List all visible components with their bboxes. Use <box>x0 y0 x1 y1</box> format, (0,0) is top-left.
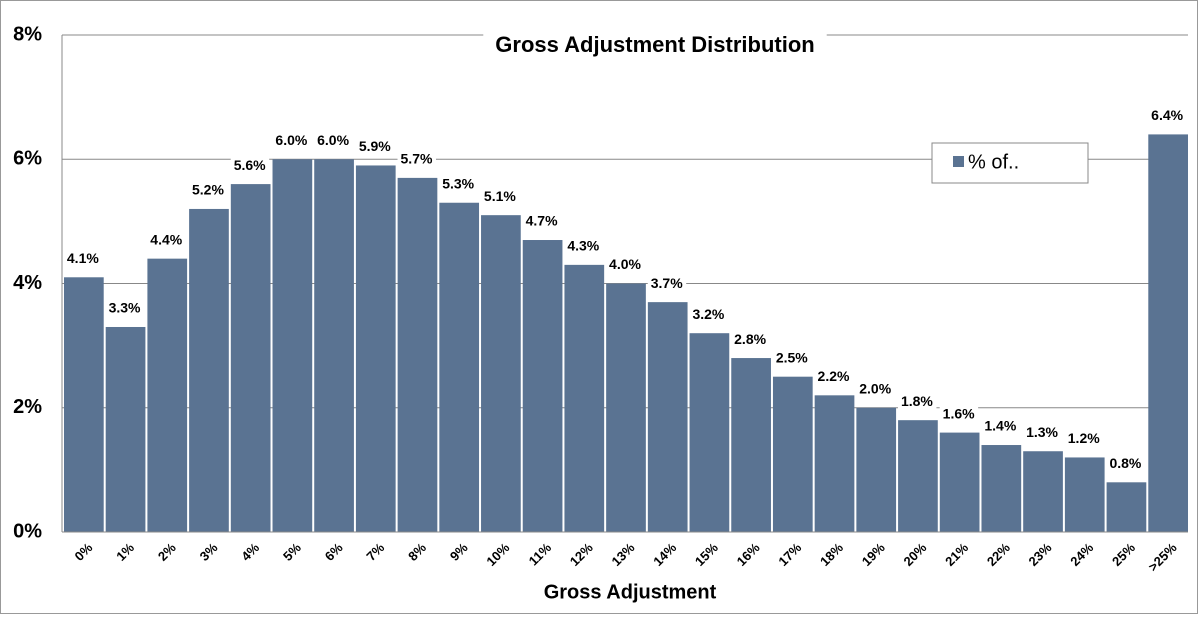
bar <box>314 159 354 532</box>
data-label: 1.3% <box>1026 424 1058 440</box>
bar <box>105 326 146 532</box>
data-label-bg <box>772 346 812 369</box>
bar <box>1023 451 1063 532</box>
y-tick-label: 4% <box>13 272 42 294</box>
data-label: 5.2% <box>192 182 224 198</box>
bar <box>522 240 563 532</box>
bar <box>272 159 313 532</box>
data-label: 2.5% <box>776 349 808 365</box>
data-label-bg <box>897 389 937 412</box>
data-label-bg <box>939 402 979 425</box>
data-label: 2.2% <box>818 368 850 384</box>
data-label-bg <box>731 327 770 350</box>
data-label-bg <box>856 377 895 400</box>
data-label-bg <box>189 178 228 201</box>
data-label-bg <box>63 246 103 269</box>
data-label: 4.3% <box>567 238 599 254</box>
bar <box>731 358 771 532</box>
bar <box>564 264 605 532</box>
bar <box>397 177 438 532</box>
data-label-bg <box>272 128 311 151</box>
data-label: 4.4% <box>150 231 182 247</box>
data-label-bg <box>1023 420 1062 443</box>
bar <box>856 407 897 532</box>
bar <box>898 420 938 532</box>
data-label: 3.3% <box>109 300 141 316</box>
data-label: 6.0% <box>275 132 307 148</box>
data-label-bg <box>397 147 436 170</box>
y-tick-label: 6% <box>13 148 42 170</box>
data-label: 1.8% <box>901 393 933 409</box>
bar <box>772 376 813 532</box>
data-label: 2.8% <box>734 331 766 347</box>
bar <box>689 333 730 532</box>
data-label: 1.6% <box>943 405 975 421</box>
data-label-bg <box>689 302 728 325</box>
data-label-bg <box>480 184 520 207</box>
bar <box>64 277 104 532</box>
data-label-bg <box>1064 427 1104 450</box>
data-label: 1.2% <box>1068 430 1100 446</box>
data-label-bg <box>105 296 145 319</box>
bar <box>647 302 688 532</box>
data-label: 3.2% <box>692 306 724 322</box>
y-tick-label: 0% <box>13 520 42 542</box>
data-label-bg <box>314 128 353 151</box>
bar <box>939 432 980 532</box>
data-label: 4.7% <box>526 213 558 229</box>
data-label-bg <box>814 365 854 388</box>
data-label-bg <box>981 414 1020 437</box>
data-label-bg <box>1148 104 1187 127</box>
bar <box>481 215 521 532</box>
bar <box>1148 134 1188 532</box>
x-axis-label: Gross Adjustment <box>544 581 717 603</box>
data-label: 5.7% <box>401 151 433 167</box>
bar <box>1064 457 1105 532</box>
data-label: 2.0% <box>859 380 891 396</box>
bar <box>355 165 396 532</box>
bar <box>1106 482 1147 532</box>
data-label-bg <box>355 135 395 158</box>
legend-swatch <box>953 156 964 167</box>
bar <box>439 202 480 533</box>
data-label: 4.1% <box>67 250 99 266</box>
bar <box>189 208 229 532</box>
bar <box>981 445 1022 532</box>
data-label-bg <box>522 209 562 232</box>
data-label-bg <box>564 234 603 257</box>
y-tick-label: 8% <box>13 23 42 45</box>
data-label: 5.6% <box>234 157 266 173</box>
data-label: 0.8% <box>1109 455 1141 471</box>
data-label: 5.9% <box>359 138 391 154</box>
bar <box>147 258 188 532</box>
data-label: 6.4% <box>1151 107 1183 123</box>
data-label-bg <box>1106 452 1145 475</box>
bar <box>230 184 271 532</box>
data-label: 5.3% <box>442 175 474 191</box>
data-label: 5.1% <box>484 188 516 204</box>
bar <box>814 395 855 532</box>
data-label: 3.7% <box>651 275 683 291</box>
data-label: 6.0% <box>317 132 349 148</box>
data-label-bg <box>230 153 270 176</box>
title-bg <box>483 27 827 61</box>
data-label-bg <box>606 253 645 276</box>
data-label-bg <box>147 228 186 251</box>
bar <box>606 283 646 532</box>
legend-label: % of.. <box>968 151 1019 173</box>
y-tick-label: 2% <box>13 396 42 418</box>
data-label: 4.0% <box>609 256 641 272</box>
data-label: 1.4% <box>984 418 1016 434</box>
data-label-bg <box>647 271 687 294</box>
data-label-bg <box>439 172 478 195</box>
chart-title: Gross Adjustment Distribution <box>495 32 814 57</box>
